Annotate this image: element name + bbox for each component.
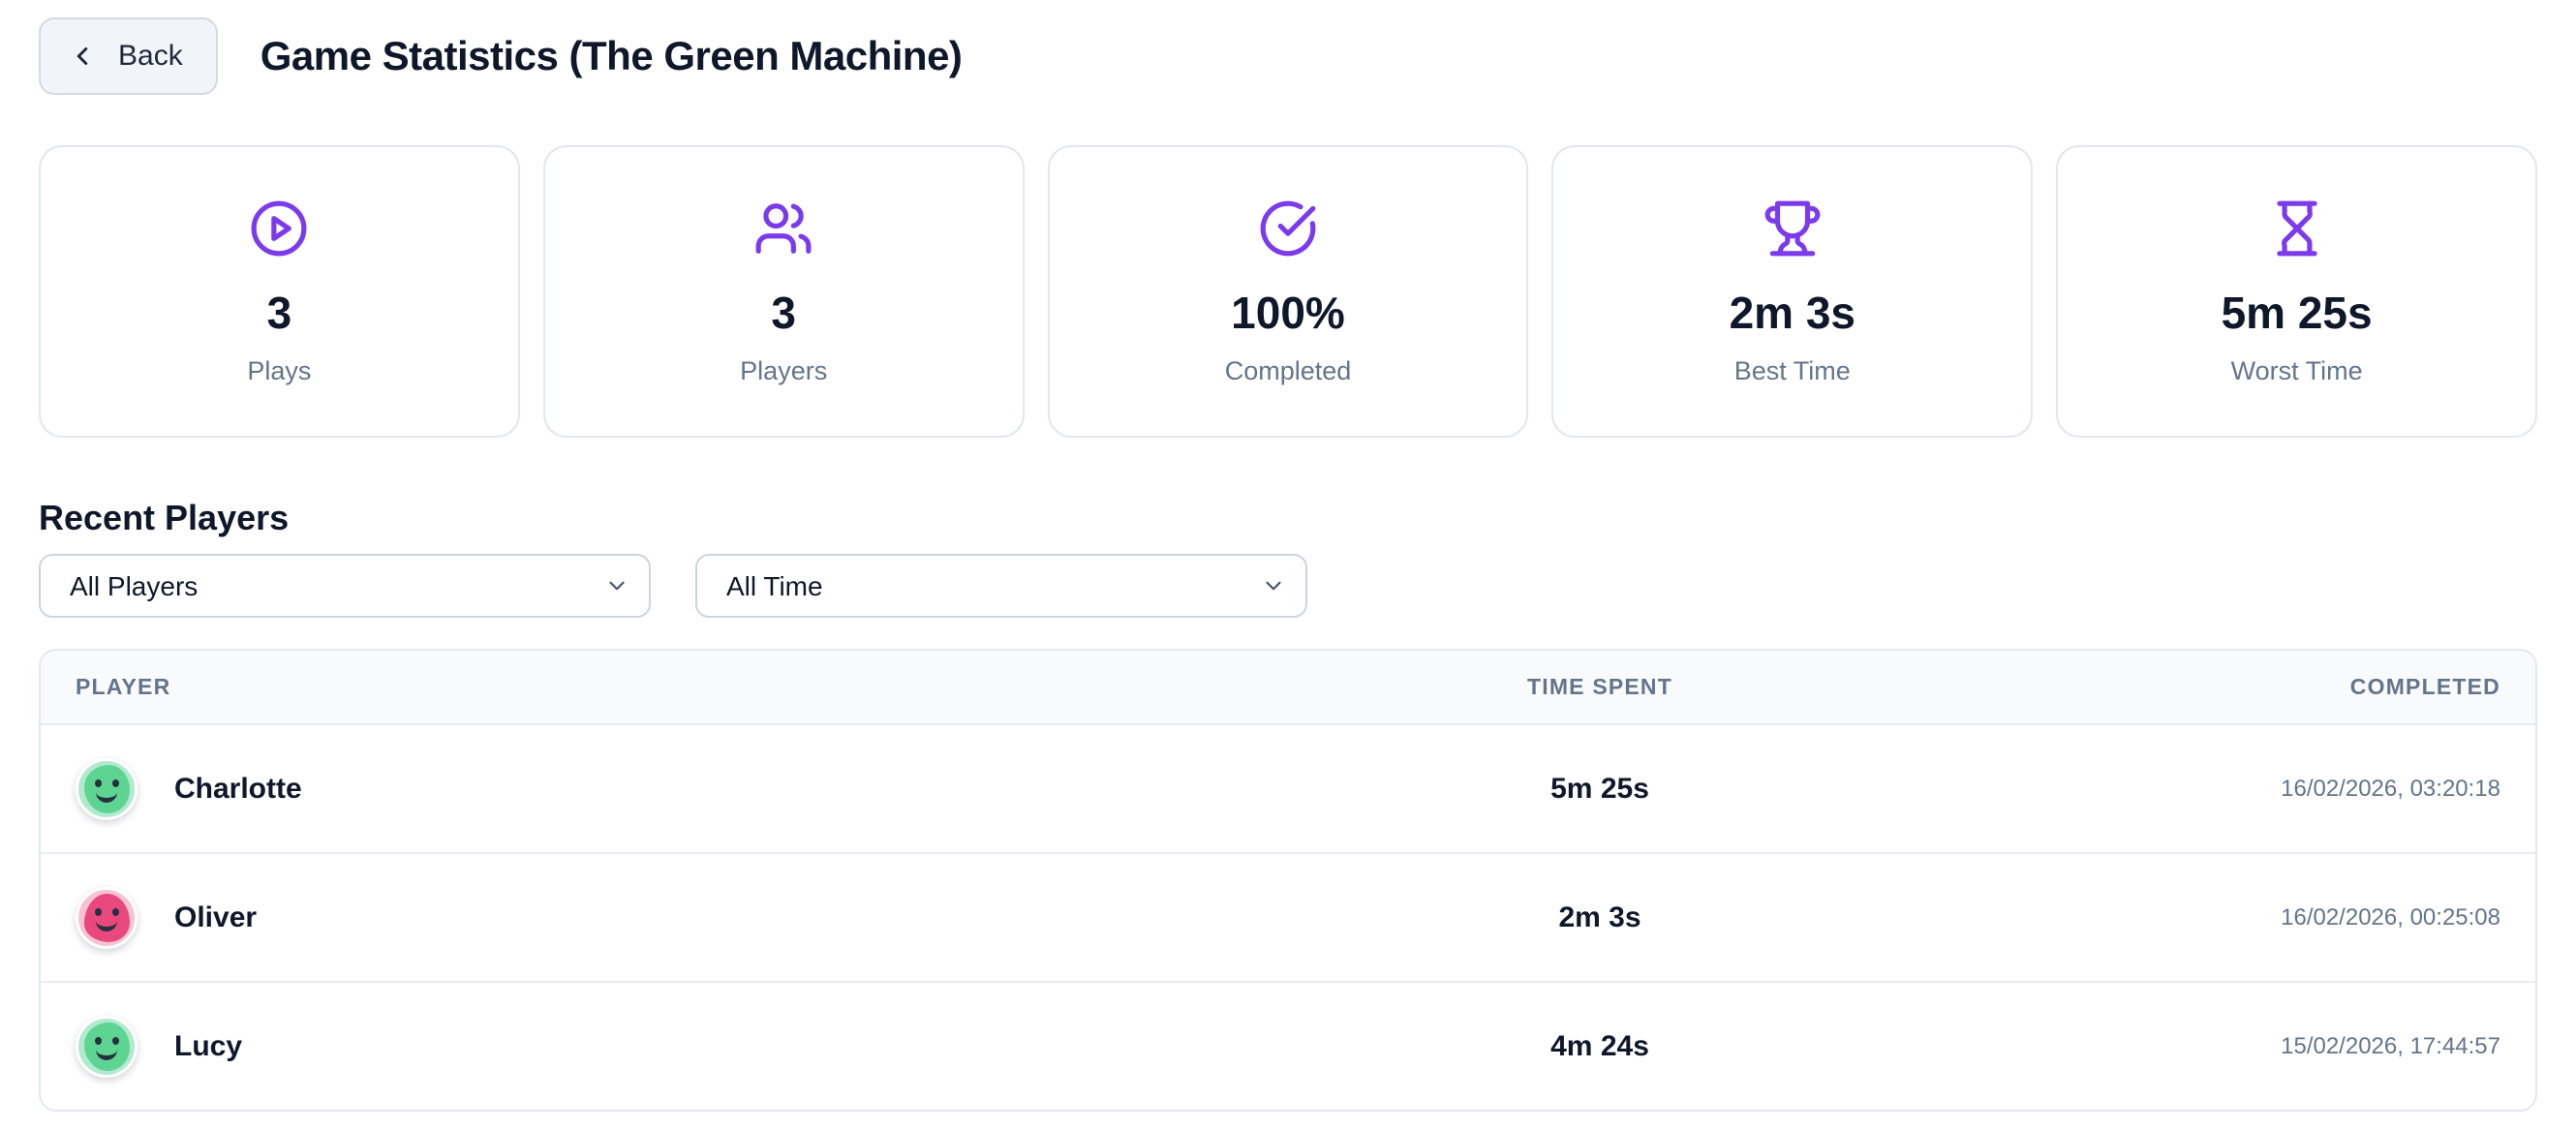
check-circle-icon bbox=[1257, 198, 1319, 259]
stat-label: Plays bbox=[247, 355, 312, 385]
stat-value: 3 bbox=[266, 287, 292, 338]
column-header-time-spent: Time Spent bbox=[1288, 651, 1912, 725]
player-filter-select[interactable]: All Players bbox=[39, 554, 651, 618]
avatar bbox=[76, 886, 138, 949]
stat-value: 100% bbox=[1231, 287, 1345, 338]
time-filter-select[interactable]: All Time bbox=[695, 554, 1307, 618]
player-cell: Oliver bbox=[76, 854, 1253, 981]
recent-players-heading: Recent Players bbox=[39, 498, 290, 537]
player-name: Oliver bbox=[174, 900, 258, 933]
avatar-face bbox=[83, 764, 130, 813]
stat-card-plays: 3 Plays bbox=[39, 145, 520, 438]
back-button[interactable]: Back bbox=[39, 17, 218, 95]
table-row: Charlotte 5m 25s 16/02/2026, 03:20:18 bbox=[41, 724, 2535, 853]
column-header-player: Player bbox=[41, 651, 1288, 725]
stat-label: Players bbox=[740, 355, 828, 385]
stat-card-best-time: 2m 3s Best Time bbox=[1551, 145, 2034, 438]
completed-timestamp: 15/02/2026, 17:44:57 bbox=[1912, 981, 2535, 1110]
back-button-label: Back bbox=[118, 40, 183, 72]
chevron-left-icon bbox=[68, 42, 97, 71]
completed-timestamp: 16/02/2026, 00:25:08 bbox=[1912, 852, 2535, 982]
table-header-row: Player Time Spent Completed bbox=[41, 651, 2535, 725]
table-row: Oliver 2m 3s 16/02/2026, 00:25:08 bbox=[41, 852, 2535, 982]
completed-timestamp: 16/02/2026, 03:20:18 bbox=[1912, 724, 2535, 853]
stat-value: 2m 3s bbox=[1729, 287, 1855, 338]
recent-players-table: Player Time Spent Completed Charlotte 5m… bbox=[39, 649, 2537, 1112]
stat-value: 5m 25s bbox=[2221, 287, 2373, 338]
player-name: Charlotte bbox=[174, 772, 302, 805]
time-filter-wrap: All Time bbox=[695, 554, 1307, 618]
stat-card-completed: 100% Completed bbox=[1047, 145, 1529, 438]
stat-label: Worst Time bbox=[2230, 355, 2363, 385]
players-icon bbox=[752, 198, 814, 259]
time-spent-value: 2m 3s bbox=[1288, 852, 1912, 982]
player-cell: Lucy bbox=[76, 983, 1253, 1110]
stat-card-players: 3 Players bbox=[542, 145, 1025, 438]
avatar bbox=[76, 757, 138, 820]
avatar bbox=[76, 1015, 138, 1078]
hourglass-icon bbox=[2266, 198, 2328, 259]
trophy-icon bbox=[1762, 198, 1824, 259]
column-header-completed: Completed bbox=[1912, 651, 2535, 725]
topbar: Back Game Statistics (The Green Machine) bbox=[39, 17, 2537, 95]
avatar-face bbox=[83, 893, 130, 942]
table-row: Lucy 4m 24s 15/02/2026, 17:44:57 bbox=[41, 981, 2535, 1110]
avatar-face bbox=[83, 1022, 130, 1071]
page-title: Game Statistics (The Green Machine) bbox=[260, 33, 963, 78]
time-spent-value: 4m 24s bbox=[1288, 981, 1912, 1110]
player-cell: Charlotte bbox=[76, 725, 1253, 852]
filters-row: All Players All Time bbox=[39, 554, 2537, 618]
player-filter-wrap: All Players bbox=[39, 554, 651, 618]
stat-label: Best Time bbox=[1733, 355, 1851, 385]
player-name: Lucy bbox=[174, 1029, 243, 1062]
stat-value: 3 bbox=[771, 287, 796, 338]
time-spent-value: 5m 25s bbox=[1288, 724, 1912, 853]
play-circle-icon bbox=[248, 198, 310, 259]
stat-label: Completed bbox=[1224, 355, 1352, 385]
stat-card-worst-time: 5m 25s Worst Time bbox=[2056, 145, 2537, 438]
stats-cards: 3 Plays 3 Players 100% Completed 2m 3s B… bbox=[39, 145, 2537, 438]
